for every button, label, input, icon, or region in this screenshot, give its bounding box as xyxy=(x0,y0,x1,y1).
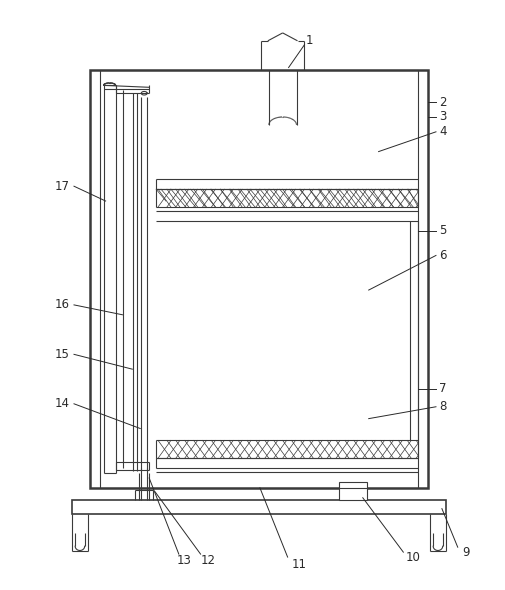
Text: 4: 4 xyxy=(438,125,446,138)
Bar xyxy=(72,500,445,513)
Text: 16: 16 xyxy=(55,299,70,312)
Text: 9: 9 xyxy=(461,546,469,559)
Text: 15: 15 xyxy=(55,348,69,361)
Text: 2: 2 xyxy=(438,96,446,109)
Text: 5: 5 xyxy=(438,224,446,237)
Bar xyxy=(89,70,427,488)
Text: 3: 3 xyxy=(438,110,446,123)
Text: 11: 11 xyxy=(291,558,307,571)
Text: 12: 12 xyxy=(200,553,216,566)
Text: 14: 14 xyxy=(55,397,70,410)
Text: 1: 1 xyxy=(305,34,313,47)
Text: 6: 6 xyxy=(438,249,446,262)
Bar xyxy=(338,482,366,500)
Text: 17: 17 xyxy=(55,180,70,193)
Text: 8: 8 xyxy=(438,400,446,413)
Text: 7: 7 xyxy=(438,382,446,395)
Text: 13: 13 xyxy=(176,553,191,566)
Text: 10: 10 xyxy=(405,550,420,563)
